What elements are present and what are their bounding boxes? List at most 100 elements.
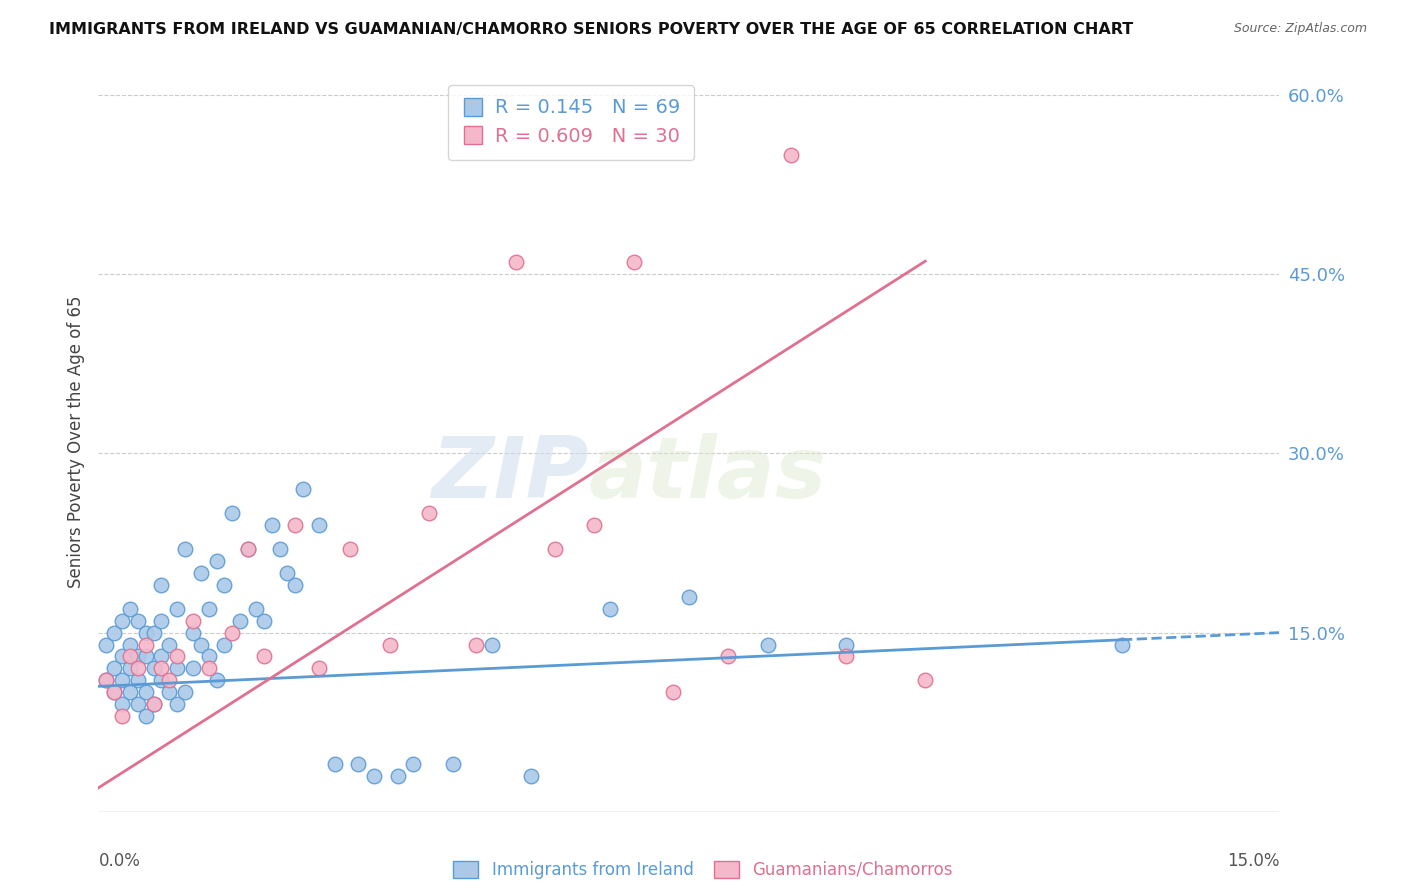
- Point: [135, 709, 157, 723]
- Point: [150, 649, 173, 664]
- Point: [166, 649, 188, 664]
- Legend: Immigrants from Ireland, Guamanians/Chamorros: Immigrants from Ireland, Guamanians/Cham…: [446, 852, 960, 888]
- Point: [253, 614, 276, 628]
- Point: [111, 673, 134, 688]
- Point: [308, 518, 330, 533]
- Point: [118, 649, 141, 664]
- Point: [166, 661, 188, 675]
- Text: ZIP: ZIP: [430, 434, 589, 516]
- Point: [111, 698, 134, 712]
- Point: [142, 661, 165, 675]
- Point: [323, 756, 346, 771]
- Point: [465, 638, 488, 652]
- Text: 0.0%: 0.0%: [98, 853, 141, 871]
- Point: [269, 541, 291, 556]
- Point: [205, 673, 228, 688]
- Point: [544, 541, 567, 556]
- Point: [118, 638, 141, 652]
- Point: [292, 483, 315, 497]
- Point: [1111, 638, 1133, 652]
- Point: [118, 601, 141, 615]
- Point: [111, 614, 134, 628]
- Point: [150, 578, 173, 592]
- Point: [150, 661, 173, 675]
- Point: [111, 709, 134, 723]
- Point: [284, 578, 307, 592]
- Point: [103, 685, 125, 699]
- Point: [157, 685, 180, 699]
- Point: [914, 673, 936, 688]
- Point: [378, 638, 401, 652]
- Point: [103, 625, 125, 640]
- Text: IMMIGRANTS FROM IRELAND VS GUAMANIAN/CHAMORRO SENIORS POVERTY OVER THE AGE OF 65: IMMIGRANTS FROM IRELAND VS GUAMANIAN/CHA…: [49, 22, 1133, 37]
- Point: [166, 601, 188, 615]
- Point: [308, 661, 330, 675]
- Point: [118, 685, 141, 699]
- Point: [236, 541, 259, 556]
- Point: [174, 685, 197, 699]
- Point: [135, 625, 157, 640]
- Point: [142, 698, 165, 712]
- Point: [181, 614, 204, 628]
- Point: [402, 756, 425, 771]
- Point: [142, 698, 165, 712]
- Point: [363, 769, 385, 783]
- Point: [339, 541, 361, 556]
- Point: [190, 566, 212, 580]
- Point: [276, 566, 298, 580]
- Legend: R = 0.145   N = 69, R = 0.609   N = 30: R = 0.145 N = 69, R = 0.609 N = 30: [449, 85, 693, 160]
- Point: [780, 148, 803, 162]
- Point: [118, 661, 141, 675]
- Point: [284, 518, 307, 533]
- Point: [157, 638, 180, 652]
- Point: [441, 756, 464, 771]
- Point: [127, 661, 149, 675]
- Point: [197, 649, 219, 664]
- Point: [481, 638, 503, 652]
- Point: [214, 578, 236, 592]
- Point: [221, 506, 243, 520]
- Point: [197, 601, 219, 615]
- Point: [96, 673, 118, 688]
- Point: [127, 649, 149, 664]
- Point: [96, 673, 118, 688]
- Point: [260, 518, 283, 533]
- Point: [142, 625, 165, 640]
- Point: [583, 518, 606, 533]
- Y-axis label: Seniors Poverty Over the Age of 65: Seniors Poverty Over the Age of 65: [66, 295, 84, 588]
- Point: [205, 554, 228, 568]
- Point: [623, 255, 645, 269]
- Point: [96, 638, 118, 652]
- Point: [387, 769, 409, 783]
- Point: [127, 673, 149, 688]
- Point: [221, 625, 243, 640]
- Point: [135, 649, 157, 664]
- Point: [236, 541, 259, 556]
- Point: [835, 649, 858, 664]
- Point: [150, 673, 173, 688]
- Point: [520, 769, 543, 783]
- Text: 15.0%: 15.0%: [1227, 853, 1279, 871]
- Point: [599, 601, 621, 615]
- Point: [190, 638, 212, 652]
- Point: [181, 625, 204, 640]
- Point: [245, 601, 267, 615]
- Point: [505, 255, 527, 269]
- Text: atlas: atlas: [589, 434, 827, 516]
- Point: [103, 661, 125, 675]
- Point: [181, 661, 204, 675]
- Point: [197, 661, 219, 675]
- Point: [103, 685, 125, 699]
- Text: Source: ZipAtlas.com: Source: ZipAtlas.com: [1233, 22, 1367, 36]
- Point: [214, 638, 236, 652]
- Point: [662, 685, 685, 699]
- Point: [717, 649, 740, 664]
- Point: [111, 649, 134, 664]
- Point: [166, 698, 188, 712]
- Point: [157, 673, 180, 688]
- Point: [835, 638, 858, 652]
- Point: [229, 614, 252, 628]
- Point: [135, 638, 157, 652]
- Point: [253, 649, 276, 664]
- Point: [174, 541, 197, 556]
